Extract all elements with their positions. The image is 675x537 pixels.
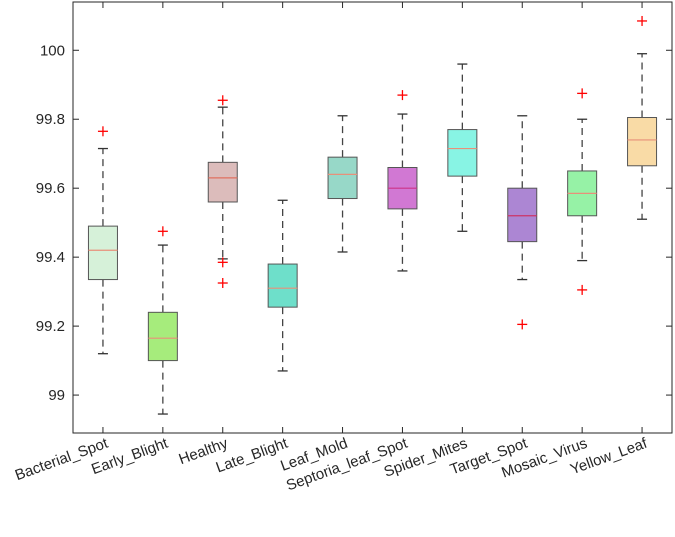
box-bacterial-spot <box>87 126 118 355</box>
box-iqr <box>507 187 538 243</box>
outlier-marker <box>397 90 408 101</box>
box-septoria-leaf-spot <box>387 90 418 272</box>
plot-area <box>73 2 672 433</box>
box-iqr <box>87 225 118 281</box>
outlier-marker <box>577 88 588 99</box>
boxes-group <box>87 15 658 415</box>
y-tick-label: 99.6 <box>36 180 65 197</box>
outlier-marker <box>637 15 648 26</box>
box-early-blight <box>147 226 178 415</box>
y-tick-label: 99.8 <box>36 111 65 128</box>
outlier-marker <box>577 284 588 295</box>
outlier-marker <box>217 257 228 268</box>
box-mosaic-virus <box>567 88 598 295</box>
box-leaf-mold <box>327 115 358 253</box>
y-tick-label: 99.4 <box>36 249 65 266</box>
box-iqr <box>327 156 358 200</box>
box-iqr <box>447 129 478 177</box>
outlier-marker <box>157 226 168 237</box>
axes-frame <box>72 1 673 434</box>
outlier-marker <box>217 95 228 106</box>
box-iqr <box>207 161 238 203</box>
plot-background <box>73 2 672 433</box>
box-yellow-leaf <box>627 15 658 220</box>
box-iqr <box>267 263 298 308</box>
box-spider-mites <box>447 63 478 232</box>
y-tick-label: 99.2 <box>36 318 65 335</box>
box-target-spot <box>507 115 538 330</box>
outlier-marker <box>517 319 528 330</box>
box-healthy <box>207 95 238 289</box>
box-iqr <box>627 117 658 167</box>
outlier-marker <box>97 126 108 137</box>
box-iqr <box>147 311 178 362</box>
outlier-marker <box>217 278 228 289</box>
box-late-blight <box>267 199 298 372</box>
y-tick-label: 100 <box>40 42 65 59</box>
y-tick-label: 99 <box>48 387 65 404</box>
